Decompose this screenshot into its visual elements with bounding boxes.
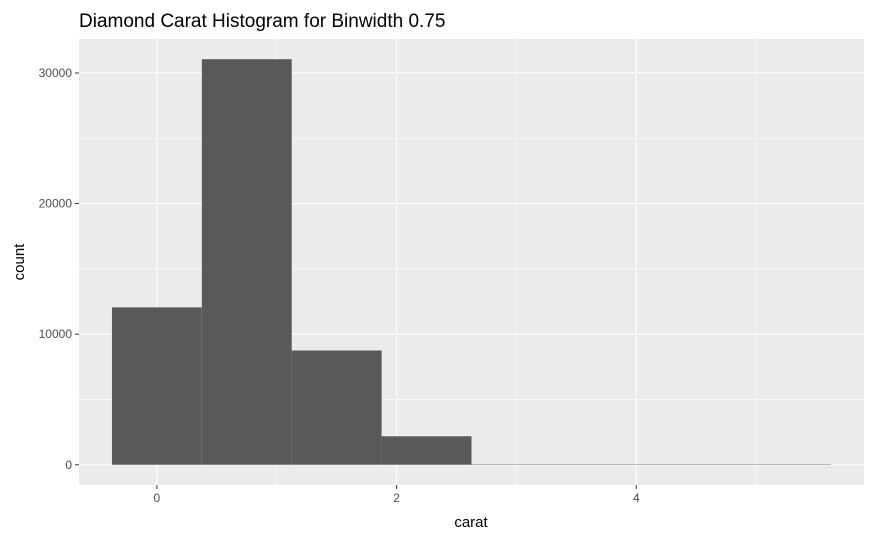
y-axis: 0 10000 20000 30000 <box>39 66 79 472</box>
chart-title: Diamond Carat Histogram for Binwidth 0.7… <box>79 11 445 32</box>
y-axis-title: count <box>11 243 28 281</box>
x-axis: 0 2 4 <box>154 485 640 505</box>
y-tick-label: 30000 <box>39 66 73 80</box>
histogram-bar <box>291 350 382 465</box>
x-tick-label: 2 <box>393 491 400 505</box>
x-axis-title: carat <box>454 514 488 531</box>
y-tick-label: 20000 <box>39 197 73 211</box>
histogram-bar <box>381 436 472 465</box>
histogram-bar <box>201 59 292 465</box>
histogram-bar <box>111 307 202 465</box>
x-tick-label: 0 <box>154 491 161 505</box>
bars <box>111 59 832 465</box>
x-tick-label: 4 <box>633 491 640 505</box>
y-tick-label: 0 <box>65 458 72 472</box>
y-tick-label: 10000 <box>39 327 73 341</box>
